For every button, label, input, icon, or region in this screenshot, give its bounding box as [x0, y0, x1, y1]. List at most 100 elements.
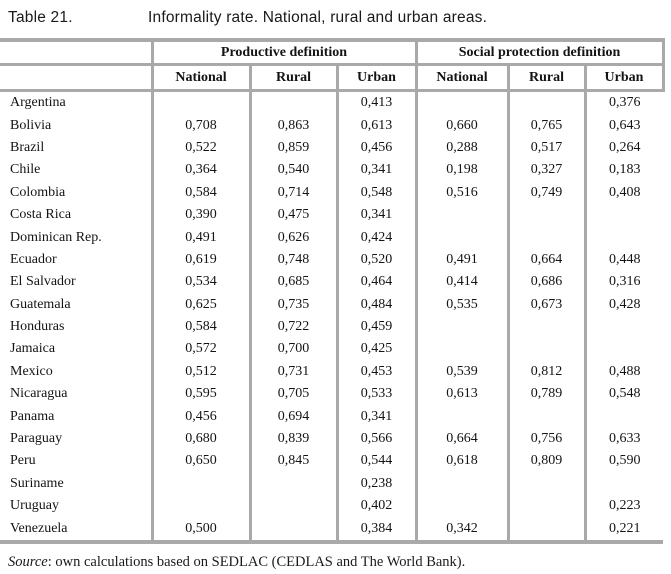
value-cell: 0,618 [414, 450, 508, 473]
value-cell: 0,633 [583, 427, 663, 451]
value-cell: 0,198 [414, 159, 508, 182]
value-cell: 0,384 [335, 517, 416, 542]
value-cell: 0,650 [150, 450, 250, 473]
value-cell: 0,456 [335, 136, 416, 160]
value-cell [414, 495, 508, 518]
value-cell: 0,566 [335, 427, 416, 451]
value-cell: 0,402 [335, 495, 416, 518]
value-cell: 0,484 [335, 293, 416, 316]
value-cell: 0,491 [414, 248, 508, 272]
value-cell [506, 203, 585, 227]
value-cell [414, 315, 508, 339]
value-cell: 0,488 [583, 360, 663, 384]
value-cell: 0,520 [335, 248, 416, 272]
col-header-productive-national: National [150, 64, 250, 92]
table-number: Table 21. [8, 9, 73, 26]
col-header-productive-urban: Urban [335, 64, 416, 92]
table-row: Bolivia 0,708 0,863 0,613 0,660 0,765 0,643 [0, 114, 663, 137]
col-header-social-urban: Urban [583, 64, 665, 92]
value-cell: 0,376 [583, 90, 663, 115]
country-cell: Costa Rica [10, 207, 72, 223]
value-cell: 0,625 [150, 293, 250, 316]
value-cell: 0,535 [414, 293, 508, 316]
value-cell: 0,863 [248, 114, 337, 137]
table-row: Paraguay 0,680 0,839 0,566 0,664 0,756 0,633 [0, 427, 663, 451]
value-cell: 0,327 [506, 159, 585, 182]
group-header-row: Productive definition Social protection … [0, 40, 665, 66]
value-cell: 0,539 [414, 360, 508, 384]
value-cell: 0,544 [335, 450, 416, 473]
table-title: Informality rate. National, rural and ur… [148, 9, 488, 26]
value-cell [506, 495, 585, 518]
table-row: Ecuador 0,619 0,748 0,520 0,491 0,664 0,448 [0, 248, 663, 272]
value-cell: 0,341 [335, 159, 416, 182]
value-cell: 0,223 [583, 495, 663, 518]
value-cell: 0,500 [150, 517, 250, 542]
table-row: Colombia 0,584 0,714 0,548 0,516 0,749 0,408 [0, 181, 663, 204]
value-cell: 0,845 [248, 450, 337, 473]
table-row: El Salvador 0,534 0,685 0,464 0,414 0,686 0,31… [0, 271, 663, 294]
value-cell: 0,183 [583, 159, 663, 182]
value-cell: 0,456 [150, 405, 250, 428]
country-cell: Uruguay [10, 498, 59, 514]
table-row: Jamaica 0,572 0,700 0,425 [0, 338, 663, 361]
country-cell: Venezuela [10, 520, 68, 536]
value-cell: 0,342 [414, 517, 508, 542]
value-cell: 0,708 [150, 114, 250, 137]
country-cell: Brazil [10, 139, 45, 155]
value-cell: 0,626 [248, 226, 337, 249]
value-cell [506, 338, 585, 361]
table-row: Chile 0,364 0,540 0,341 0,198 0,327 0,183 [0, 159, 663, 182]
country-cell: El Salvador [10, 274, 76, 290]
value-cell [506, 517, 585, 542]
value-cell: 0,516 [414, 181, 508, 204]
value-cell [248, 495, 337, 518]
value-cell [583, 472, 663, 496]
table-row: Peru 0,650 0,845 0,544 0,618 0,809 0,590 [0, 450, 663, 473]
value-cell [150, 472, 250, 496]
value-cell: 0,749 [506, 181, 585, 204]
value-cell [506, 90, 585, 115]
value-cell: 0,264 [583, 136, 663, 160]
table-row: Nicaragua 0,595 0,705 0,533 0,613 0,789 0,548 [0, 383, 663, 406]
table-row: Panama 0,456 0,694 0,341 [0, 405, 663, 428]
country-cell: Honduras [10, 319, 65, 335]
country-cell: Peru [10, 453, 36, 469]
value-cell: 0,453 [335, 360, 416, 384]
informality-table: Productive definition Social protection … [0, 38, 665, 544]
group-productive-definition: Productive definition [150, 40, 416, 66]
table-row: Guatemala 0,625 0,735 0,484 0,535 0,673 0,428 [0, 293, 663, 316]
country-cell: Panama [10, 408, 55, 424]
value-cell: 0,512 [150, 360, 250, 384]
value-cell: 0,548 [335, 181, 416, 204]
value-cell: 0,619 [150, 248, 250, 272]
value-cell: 0,765 [506, 114, 585, 137]
table-row: Venezuela 0,500 0,384 0,342 0,221 [0, 517, 663, 542]
value-cell [414, 338, 508, 361]
value-cell: 0,522 [150, 136, 250, 160]
value-cell: 0,533 [335, 383, 416, 406]
value-cell [583, 338, 663, 361]
source-note: Source: own calculations based on SEDLAC… [0, 554, 671, 571]
value-cell: 0,413 [335, 90, 416, 115]
table-row: Suriname 0,238 [0, 472, 663, 496]
value-cell: 0,789 [506, 383, 585, 406]
value-cell: 0,464 [335, 271, 416, 294]
value-cell [248, 472, 337, 496]
value-cell: 0,584 [150, 315, 250, 339]
value-cell [414, 90, 508, 115]
source-label: Source [8, 553, 48, 570]
table-caption: Table 21. Informality rate. National, ru… [0, 0, 671, 27]
country-cell: Guatemala [10, 296, 71, 312]
value-cell: 0,685 [248, 271, 337, 294]
value-cell: 0,664 [414, 427, 508, 451]
value-cell [150, 90, 250, 115]
col-header-social-national: National [414, 64, 508, 92]
value-cell: 0,424 [335, 226, 416, 249]
value-cell: 0,613 [414, 383, 508, 406]
value-cell [506, 405, 585, 428]
value-cell: 0,459 [335, 315, 416, 339]
value-cell [583, 203, 663, 227]
value-cell: 0,859 [248, 136, 337, 160]
